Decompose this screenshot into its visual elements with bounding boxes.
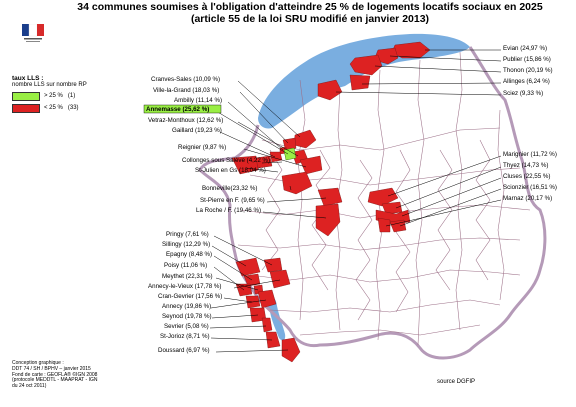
department-boundary xyxy=(198,46,547,360)
map-title: 34 communes soumises à l'obligation d'at… xyxy=(60,1,560,25)
label-epagny: Epagny (8,48 %) xyxy=(166,251,212,258)
label-bonneville: Bonneville(23,32 %) xyxy=(202,185,257,192)
label-pringy: Pringy (7,61 %) xyxy=(166,231,209,238)
legend-label: > 25 % xyxy=(44,93,63,99)
credits-block: Conception graphique : DDT 74 / SH / BPH… xyxy=(12,360,122,390)
legend-title: taux LLS : xyxy=(12,75,44,82)
label-reignier: Reignier (9,87 %) xyxy=(178,144,226,151)
commune-marnaz xyxy=(377,217,391,233)
commune-st-pierre xyxy=(317,187,343,207)
label-seynod: Seynod (19,78 %) xyxy=(162,313,212,320)
commune-sevrier xyxy=(261,317,273,333)
commune-reignier xyxy=(299,155,323,175)
title-line-2: (article 55 de la loi SRU modifié en jan… xyxy=(190,13,430,25)
commune-bonneville xyxy=(281,171,313,195)
annemasse-label-highlight xyxy=(143,104,222,114)
label-st-pierre: St-Pierre en F. (9,65 %) xyxy=(200,197,265,204)
label-annecy: Annecy (19,86 %) xyxy=(162,303,211,310)
legend-count: (1) xyxy=(67,93,76,99)
label-ville-la-grand: Ville-la-Grand (18,03 %) xyxy=(153,87,219,94)
commune-st-julien xyxy=(231,155,259,175)
label-vetraz-monthoux: Vetraz-Monthoux (12,62 %) xyxy=(148,117,223,124)
label-evian: Evian (24,97 %) xyxy=(503,45,547,52)
right-labels: Evian (24,97 %) Publier (15,86 %) Thonon… xyxy=(503,45,557,202)
marianne-logo xyxy=(22,24,44,42)
label-scionzier: Scionzier (16,51 %) xyxy=(503,184,557,191)
label-meythet: Meythet (22,31 %) xyxy=(162,273,213,280)
communes xyxy=(231,41,431,363)
legend-swatch-red xyxy=(12,104,40,113)
label-gaillard: Gaillard (19,23 %) xyxy=(172,127,222,134)
map-legend: taux LLS : nombre LLS sur nombre RP > 25… xyxy=(12,75,87,113)
legend-label: < 25 % xyxy=(44,105,63,111)
commune-pringy xyxy=(263,257,283,273)
legend-swatch-green xyxy=(12,92,40,101)
label-thonon: Thonon (20,19 %) xyxy=(503,67,553,74)
leader-lines xyxy=(209,49,502,353)
credit-line: Fond de carte : GEOFLA® ©IGN 2008 xyxy=(12,371,98,378)
label-sillingy: Sillingy (12,29 %) xyxy=(162,241,210,248)
commune-allinges xyxy=(349,74,371,91)
commune-sciez xyxy=(317,79,343,101)
legend-subtitle: nombre LLS sur nombre RP xyxy=(12,82,87,88)
commune-doussard xyxy=(281,337,301,363)
label-cran-gevrier: Cran-Gevrier (17,56 %) xyxy=(158,293,222,300)
label-allinges: Allinges (6,24 %) xyxy=(503,78,550,85)
commune-marignier xyxy=(367,187,399,207)
commune-boundaries xyxy=(237,51,531,346)
commune-annecy-le-vieux xyxy=(269,269,291,289)
commune-sillingy xyxy=(235,257,261,277)
credit-line: DDT 74 / SH / BPHV – janvier 2015 xyxy=(12,365,91,372)
label-annemasse: Annemasse (25,62 %) xyxy=(146,106,209,113)
label-thyez: Thyez (14,73 %) xyxy=(503,162,548,169)
label-cluses: Cluses (22,55 %) xyxy=(503,173,550,180)
lake-annecy xyxy=(267,296,286,341)
label-marignier: Marignier (11,72 %) xyxy=(503,151,557,158)
label-sevrier: Sevrier (5,08 %) xyxy=(164,323,209,330)
label-cranves-sales: Cranves-Sales (10,09 %) xyxy=(151,76,220,83)
commune-scionzier xyxy=(389,219,407,233)
commune-cranves-sales xyxy=(293,129,317,149)
legend-count: (33) xyxy=(67,105,79,111)
legend-item-below-25: < 25 % (33) xyxy=(12,104,87,113)
label-doussard: Doussard (6,97 %) xyxy=(158,347,210,354)
title-line-1: 34 communes soumises à l'obligation d'at… xyxy=(77,1,543,13)
commune-thonon xyxy=(349,54,383,76)
commune-annecy xyxy=(257,289,277,309)
label-la-roche: La Roche / F. (19,46 %) xyxy=(196,207,261,214)
label-ambilly: Ambilly (11,14 %) xyxy=(174,97,222,104)
commune-st-jorioz xyxy=(265,331,281,349)
label-poisy: Poisy (11,06 %) xyxy=(164,262,207,269)
label-sciez: Sciez (9,33 %) xyxy=(503,90,543,97)
source-note: source DGFIP xyxy=(437,379,476,385)
credit-line: (protocole MEDDTL - MAAPRAT - IGN xyxy=(12,377,98,384)
left-labels: Cranves-Sales (10,09 %) Ville-la-Grand (… xyxy=(143,76,270,354)
label-annecy-le-vieux: Annecy-le-Vieux (17,78 %) xyxy=(148,283,222,290)
commune-annemasse xyxy=(283,147,297,161)
label-publier: Publier (15,86 %) xyxy=(503,56,551,63)
label-st-julien: St-Julien en Gs (18,04 %) xyxy=(195,167,266,174)
label-marnaz: Marnaz (20,17 %) xyxy=(503,195,552,202)
label-st-jorioz: St-Jorioz (8,71 %) xyxy=(160,333,210,340)
credit-line: Conception graphique : xyxy=(12,360,64,366)
legend-item-above-25: > 25 % (1) xyxy=(12,92,87,101)
commune-la-roche xyxy=(315,203,341,237)
credit-line: du 24 oct 2011) xyxy=(12,383,47,390)
label-collonges: Collonges sous Salève (4,22 %) xyxy=(182,157,270,164)
